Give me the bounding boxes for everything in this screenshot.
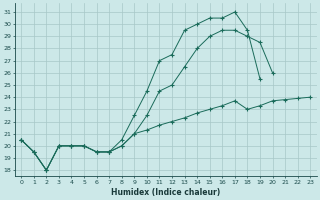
X-axis label: Humidex (Indice chaleur): Humidex (Indice chaleur) xyxy=(111,188,220,197)
